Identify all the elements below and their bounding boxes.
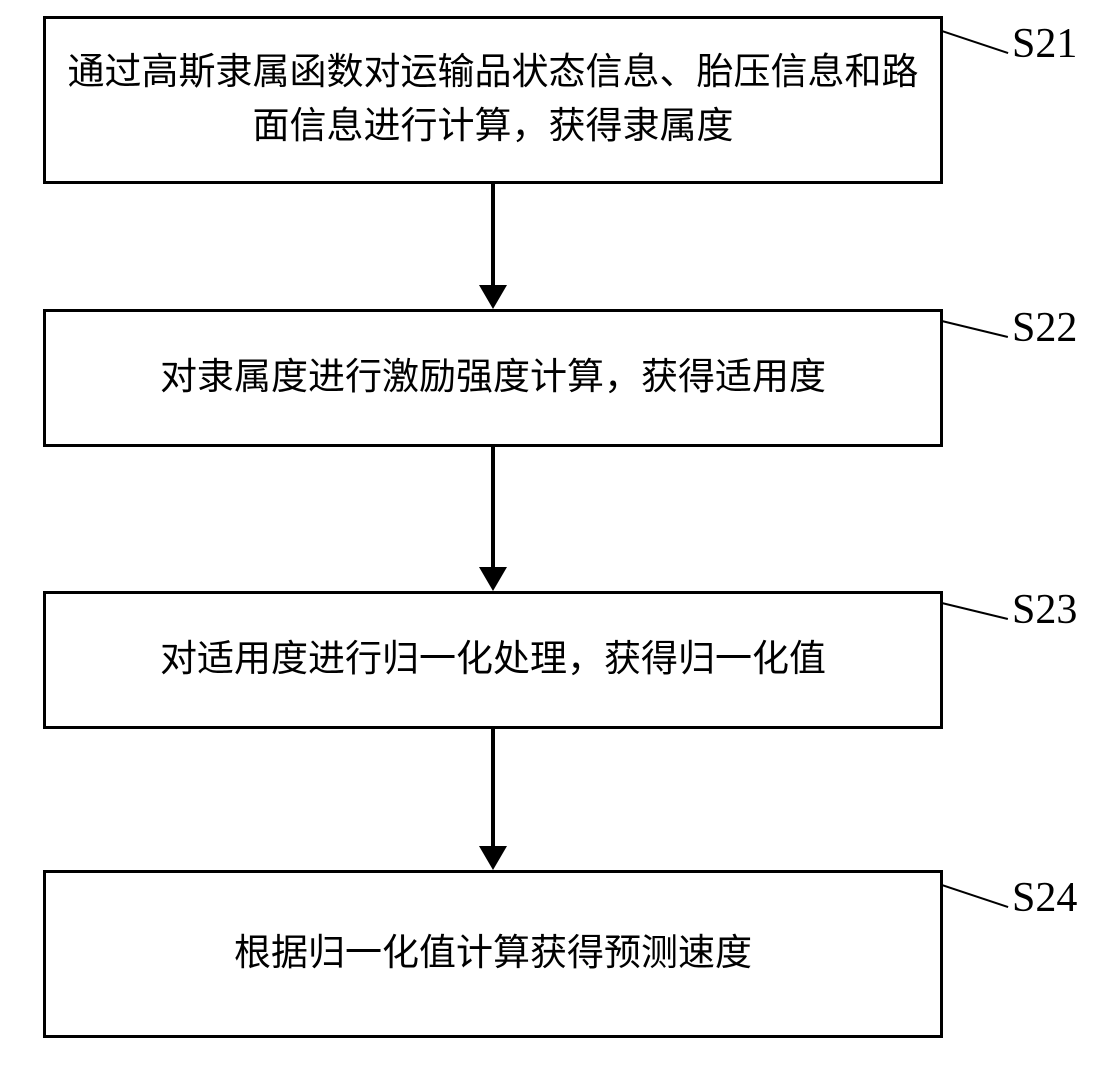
flow-node-n2: 对隶属度进行激励强度计算，获得适用度 bbox=[43, 309, 943, 447]
leader-line bbox=[941, 30, 1008, 54]
step-label: S22 bbox=[1012, 304, 1077, 352]
flow-node-n1: 通过高斯隶属函数对运输品状态信息、胎压信息和路面信息进行计算，获得隶属度 bbox=[43, 16, 943, 184]
leader-line bbox=[942, 602, 1008, 620]
flow-node-text: 对适用度进行归一化处理，获得归一化值 bbox=[160, 633, 826, 687]
arrow-head-icon bbox=[479, 567, 507, 591]
step-label: S21 bbox=[1012, 20, 1077, 68]
step-label: S24 bbox=[1012, 874, 1077, 922]
flow-node-text: 根据归一化值计算获得预测速度 bbox=[234, 927, 752, 981]
flowchart-canvas: 通过高斯隶属函数对运输品状态信息、胎压信息和路面信息进行计算，获得隶属度 S21 对… bbox=[0, 0, 1110, 1079]
arrow-shaft bbox=[491, 729, 495, 846]
leader-line bbox=[941, 884, 1008, 908]
arrow-head-icon bbox=[479, 285, 507, 309]
arrow-shaft bbox=[491, 447, 495, 567]
leader-line bbox=[942, 320, 1008, 338]
flow-node-n4: 根据归一化值计算获得预测速度 bbox=[43, 870, 943, 1038]
flow-node-n3: 对适用度进行归一化处理，获得归一化值 bbox=[43, 591, 943, 729]
arrow-head-icon bbox=[479, 846, 507, 870]
flow-node-text: 通过高斯隶属函数对运输品状态信息、胎压信息和路面信息进行计算，获得隶属度 bbox=[64, 46, 922, 153]
flow-node-text: 对隶属度进行激励强度计算，获得适用度 bbox=[160, 351, 826, 405]
arrow-shaft bbox=[491, 184, 495, 285]
step-label: S23 bbox=[1012, 586, 1077, 634]
